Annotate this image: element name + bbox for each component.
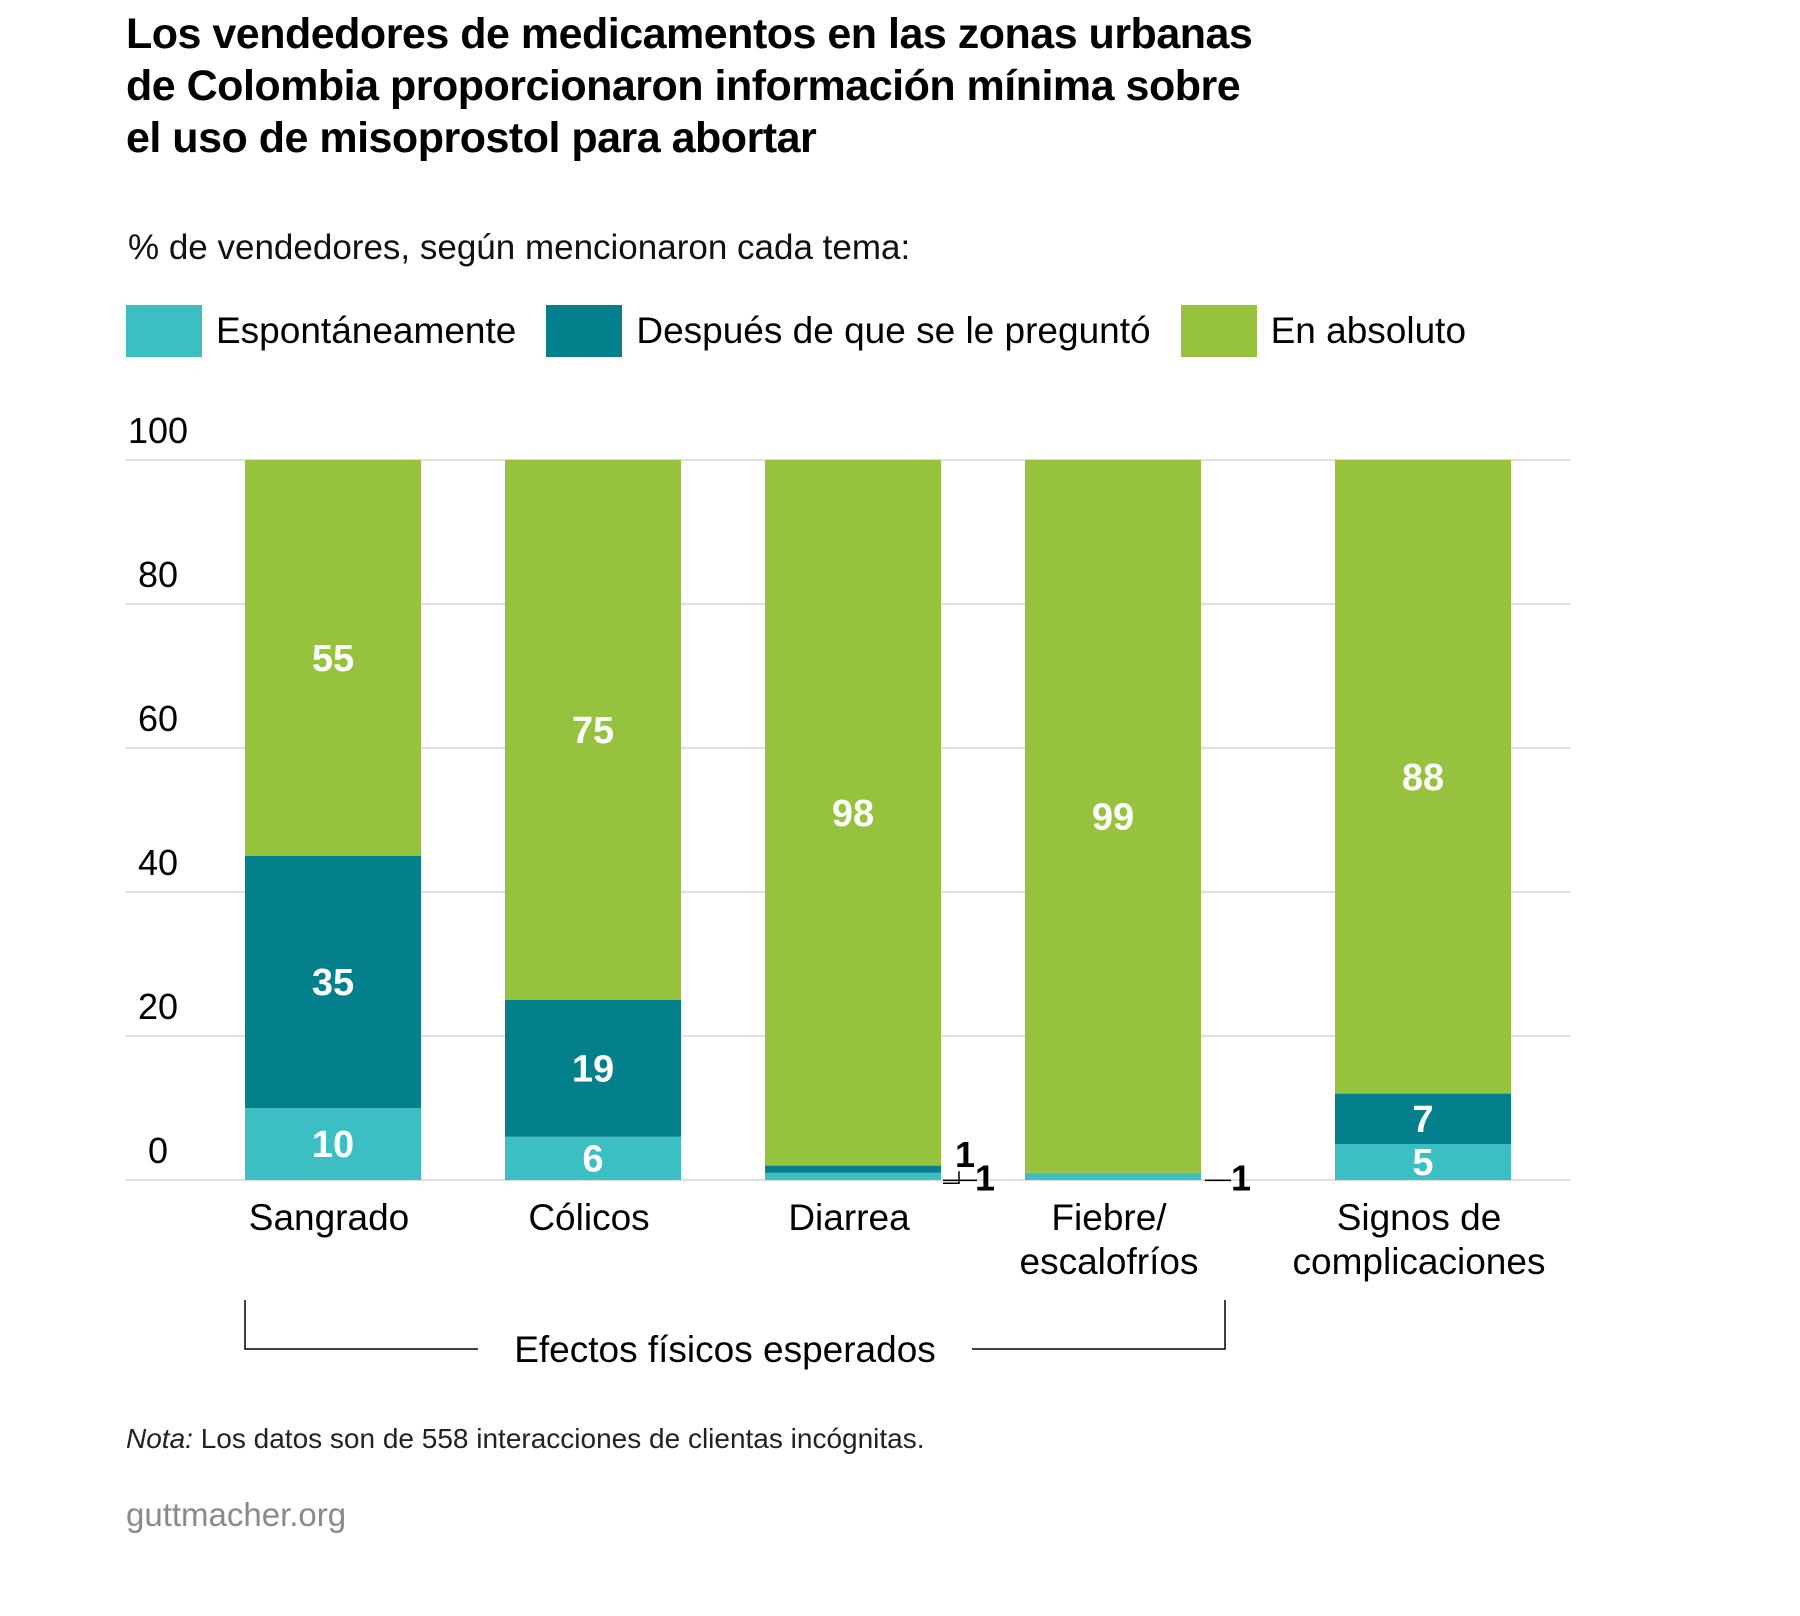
callout-label: 1 [1231,1157,1251,1198]
y-tick-label: 60 [138,698,178,739]
chart-subtitle: % de vendedores, según mencionaron cada … [128,228,911,267]
bar-segment-not_at_all [1025,460,1201,1173]
y-tick-label: 20 [138,986,178,1027]
bar-segment-after_asked [245,856,421,1108]
y-tick-label: 0 [148,1130,168,1171]
data-label: 19 [572,1048,614,1090]
title-line: de Colombia proporcionaron información m… [126,62,1241,110]
title-line: Los vendedores de medicamentos en las zo… [126,10,1253,58]
bar-segment-after_asked [1335,1093,1511,1144]
data-label: 88 [1402,757,1444,799]
legend-label: Espontáneamente [216,310,517,351]
x-category-label: Cólicos [528,1197,649,1238]
x-category-label: escalofríos [1020,1241,1199,1282]
source-credit: guttmacher.org [126,1496,347,1533]
legend-swatch-not-at-all [1180,305,1257,357]
x-category-label: Fiebre/ [1051,1197,1167,1238]
data-label: 5 [1412,1142,1433,1184]
bracket-label: Efectos físicos esperados [514,1329,936,1370]
bar-segment-spontaneous [245,1108,421,1180]
legend-item-after-asked: Después de que se le preguntó [546,305,1151,357]
legend-item-not-at-all: En absoluto [1180,305,1467,357]
bar-segment-spontaneous [505,1136,681,1180]
data-label: 35 [312,962,354,1004]
data-label: 75 [572,710,614,752]
bar-segment-after_asked [505,1000,681,1137]
legend-swatch-after-asked [546,305,623,357]
bar-segment-not_at_all [245,460,421,856]
legend-item-spontaneous: Espontáneamente [126,305,516,357]
legend: Espontáneamente Después de que se le pre… [126,305,1496,357]
bar-segment-spontaneous [1335,1144,1511,1180]
bar-segment-not_at_all [765,460,941,1166]
callout-label: 1 [955,1134,975,1175]
data-label: 10 [312,1124,354,1166]
chart-title: Los vendedores de medicamentos en las zo… [126,8,1526,164]
legend-label: En absoluto [1270,310,1467,351]
y-tick-label: 80 [138,554,178,595]
callout-label: 1 [975,1157,995,1198]
x-category-label: complicaciones [1293,1241,1546,1282]
data-label: 7 [1412,1099,1433,1141]
data-label: 98 [832,793,874,835]
bar-segment-spontaneous [765,1172,941,1180]
bar-segment-not_at_all [1335,460,1511,1094]
callout-leader-line [943,1171,960,1184]
data-label: 99 [1092,796,1134,838]
x-category-label: Sangrado [249,1197,409,1238]
note-text: Los datos son de 558 interacciones de cl… [192,1423,925,1454]
data-label: 55 [312,638,354,680]
bar-segment-after_asked [765,1165,941,1173]
bar-segment-spontaneous [1025,1172,1201,1180]
x-category-label: Signos de [1337,1197,1502,1238]
legend-swatch-spontaneous [126,305,202,357]
legend-label: Después de que se le preguntó [636,310,1151,351]
bracket-line-right [972,1300,1226,1350]
data-label: 6 [582,1138,603,1180]
bar-segment-not_at_all [505,460,681,1000]
bracket-line-left [244,1300,478,1350]
note-prefix: Nota: [126,1423,193,1454]
title-line: el uso de misoprostol para abortar [126,114,817,162]
y-tick-label: 100 [128,410,188,451]
y-tick-label: 40 [138,842,178,883]
x-category-label: Diarrea [788,1197,910,1238]
note: Nota: Los datos son de 558 interacciones… [126,1423,925,1455]
